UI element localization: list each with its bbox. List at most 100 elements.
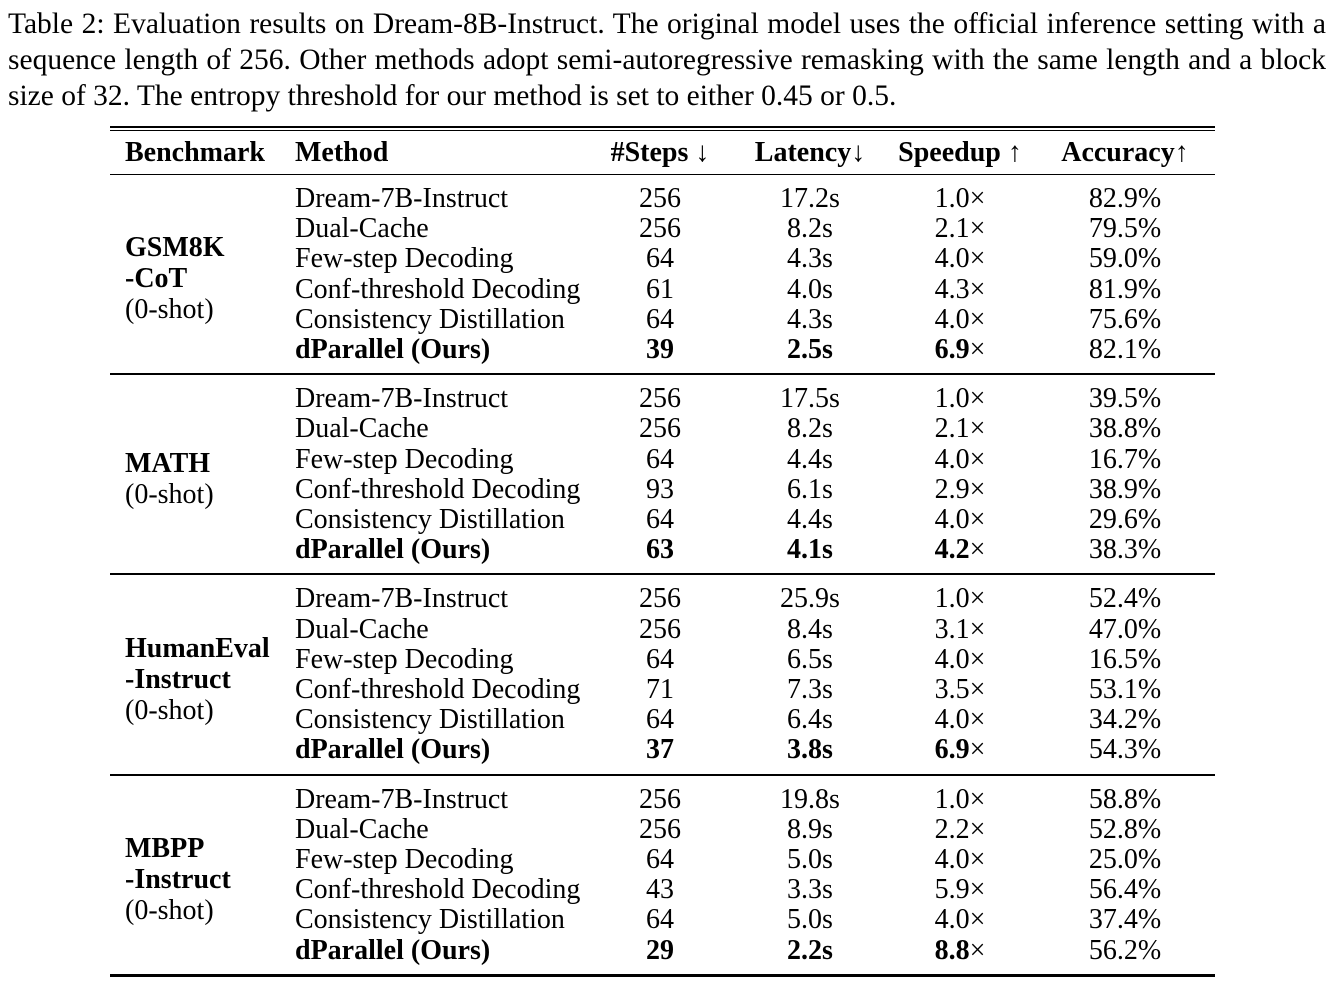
speedup-value: 2.1 (934, 413, 970, 445)
header-steps-label: #Steps (610, 137, 696, 168)
benchmark-name: GSM8K (125, 232, 225, 264)
accuracy-cell: 16.5% (1088, 643, 1162, 675)
latency-cell: 3.3s (787, 874, 833, 906)
method-cell: Few-step Decoding (295, 844, 514, 876)
accuracy-cell: 52.8% (1088, 813, 1162, 845)
table-row: Conf-threshold Decoding 71 7.3s 3.5× 53.1% (110, 674, 1215, 706)
speedup-cell: 4.3× (885, 274, 1035, 305)
header-cell-speedup: Speedup ↑ (885, 131, 1035, 175)
method-cell: Dual-Cache (295, 213, 429, 245)
benchmark-shot-label: (0-shot) (125, 894, 214, 926)
benchmark-group: MBPP -Instruct (0-shot) Dream-7B-Instruct 25… (110, 775, 1215, 974)
steps-cell: 256 (639, 583, 681, 615)
method-cell: Conf-threshold Decoding (295, 674, 581, 706)
down-arrow-icon: ↓ (695, 137, 710, 168)
benchmark-group: GSM8K -CoT (0-shot) Dream-7B-Instruct 256 17.… (110, 175, 1215, 375)
speedup-cell: 1.0× (885, 374, 1035, 414)
benchmark-shot-label: (0-shot) (125, 294, 214, 326)
table-row: Consistency Distillation 64 5.0s 4.0× 37.4% (110, 905, 1215, 935)
times-symbol: × (969, 243, 986, 275)
method-cell: Dual-Cache (295, 813, 429, 845)
speedup-cell: 4.0× (885, 504, 1035, 535)
steps-cell: 63 (646, 534, 674, 566)
table-inner: Benchmark Method #Steps ↓ Latency↓ Speed… (110, 130, 1215, 974)
method-cell: Consistency Distillation (295, 504, 565, 536)
steps-cell: 64 (646, 704, 674, 736)
steps-cell: 256 (639, 813, 681, 845)
speedup-cell: 6.9× (885, 334, 1035, 374)
header-cell-latency: Latency↓ (735, 131, 885, 175)
speedup-cell: 2.2× (885, 813, 1035, 845)
latency-cell: 6.5s (787, 643, 833, 675)
latency-cell: 4.0s (787, 273, 833, 305)
latency-cell: 8.2s (787, 213, 833, 245)
speedup-value: 4.0 (934, 303, 970, 335)
benchmark-cell: GSM8K -CoT (0-shot) (110, 175, 295, 375)
speedup-cell: 2.1× (885, 414, 1035, 444)
latency-cell: 3.8s (787, 734, 833, 766)
latency-cell: 8.2s (787, 413, 833, 445)
benchmark-name: HumanEval (125, 632, 270, 664)
speedup-value: 6.9 (934, 334, 970, 366)
steps-cell: 256 (639, 383, 681, 415)
times-symbol: × (969, 674, 986, 706)
steps-cell: 64 (646, 844, 674, 876)
benchmark-cell: MBPP -Instruct (0-shot) (110, 775, 295, 974)
benchmark-name: -CoT (125, 263, 188, 295)
latency-cell: 4.3s (787, 303, 833, 335)
method-cell: Few-step Decoding (295, 243, 514, 275)
latency-cell: 7.3s (787, 674, 833, 706)
speedup-value: 2.2 (934, 813, 970, 845)
table-row: Consistency Distillation 64 6.4s 4.0× 34.2% (110, 705, 1215, 735)
speedup-value: 4.0 (934, 844, 970, 876)
latency-cell: 5.0s (787, 904, 833, 936)
table-row: MATH (0-shot) Dream-7B-Instruct 256 17.5s 1.0… (110, 374, 1215, 510)
steps-cell: 64 (646, 303, 674, 335)
times-symbol: × (969, 613, 986, 645)
accuracy-cell: 34.2% (1088, 704, 1162, 736)
speedup-value: 4.0 (934, 904, 970, 936)
latency-cell: 4.4s (787, 443, 833, 475)
speedup-value: 3.5 (934, 674, 970, 706)
method-cell: Dream-7B-Instruct (295, 183, 509, 214)
accuracy-cell: 81.9% (1088, 273, 1162, 305)
speedup-cell: 1.0× (885, 175, 1035, 215)
speedup-cell: 5.9× (885, 875, 1035, 905)
benchmark-shot-label: (0-shot) (125, 478, 214, 510)
header-cell-method: Method (295, 131, 585, 175)
up-arrow-icon: ↑ (1174, 137, 1189, 168)
steps-cell: 256 (639, 183, 681, 214)
times-symbol: × (969, 213, 986, 245)
benchmark-name: -Instruct (125, 863, 231, 895)
table-row: dParallel (Ours) 63 4.1s 4.2× 38.3% (110, 535, 1215, 574)
table-row: Dual-Cache 256 8.9s 2.2× 52.8% (110, 813, 1215, 845)
speedup-value: 6.9 (934, 734, 970, 766)
table-row: Dual-Cache 256 8.2s 2.1× 79.5% (110, 214, 1215, 244)
benchmark-group: HumanEval -Instruct (0-shot) Dream-7B-Instr… (110, 574, 1215, 775)
table-container: Benchmark Method #Steps ↓ Latency↓ Speed… (110, 126, 1215, 977)
accuracy-cell: 29.6% (1088, 504, 1162, 536)
latency-cell: 6.1s (787, 473, 833, 505)
times-symbol: × (969, 643, 986, 675)
times-symbol: × (969, 334, 986, 366)
accuracy-cell: 38.8% (1088, 413, 1162, 445)
method-cell: dParallel (Ours) (295, 534, 491, 566)
speedup-cell: 1.0× (885, 775, 1035, 815)
speedup-value: 4.0 (934, 704, 970, 736)
times-symbol: × (969, 413, 986, 445)
latency-cell: 17.5s (780, 383, 840, 415)
accuracy-cell: 59.0% (1088, 243, 1162, 275)
header-speedup-label: Speedup (898, 137, 1008, 168)
steps-cell: 64 (646, 243, 674, 275)
steps-cell: 37 (646, 734, 674, 766)
method-cell: Consistency Distillation (295, 904, 565, 936)
latency-cell: 19.8s (780, 783, 840, 815)
accuracy-cell: 58.8% (1088, 783, 1162, 815)
times-symbol: × (969, 783, 986, 815)
steps-cell: 29 (646, 934, 674, 966)
accuracy-cell: 82.9% (1088, 183, 1162, 214)
table-row: Few-step Decoding 64 6.5s 4.0× 16.5% (110, 643, 1215, 675)
method-cell: Conf-threshold Decoding (295, 273, 581, 305)
speedup-value: 4.2 (934, 534, 970, 566)
table-row: MBPP -Instruct (0-shot) Dream-7B-Instruct 25… (110, 775, 1215, 926)
